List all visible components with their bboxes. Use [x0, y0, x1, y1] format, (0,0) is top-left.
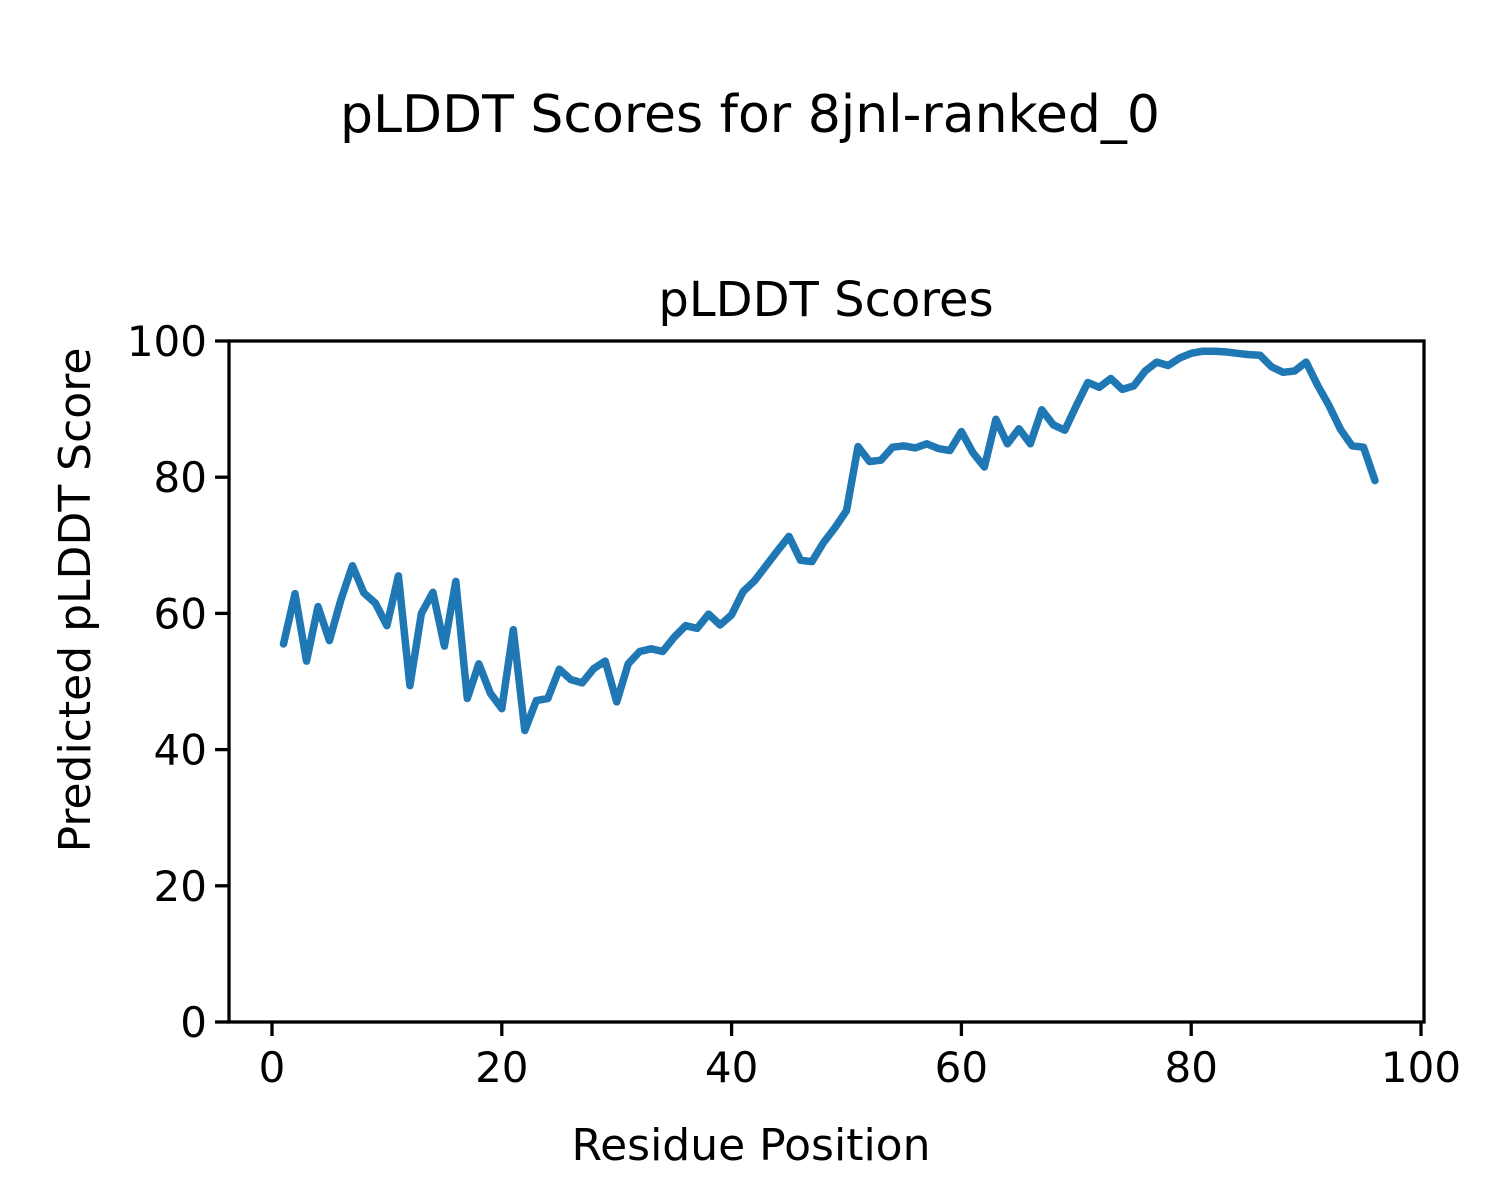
x-tick-label: 40: [705, 1043, 758, 1092]
x-tick-label: 20: [475, 1043, 528, 1092]
axes-frame: [227, 339, 1426, 1024]
y-tick-label: 60: [154, 589, 207, 638]
y-axis-label: Predicted pLDDT Score: [50, 348, 101, 853]
x-tick-label: 100: [1381, 1043, 1461, 1092]
y-tick-label: 100: [127, 317, 207, 366]
x-tick-label: 0: [259, 1043, 286, 1092]
axes-title: pLDDT Scores: [658, 272, 993, 328]
y-tick-label: 0: [180, 998, 207, 1047]
plddt-series-line: [279, 347, 1379, 735]
y-tick-label: 40: [154, 726, 207, 775]
x-axis-label: Residue Position: [571, 1120, 930, 1171]
plot-area: 0 20 40 60 80 100 0 20 40 60 80 100: [127, 317, 1461, 1092]
y-tick-label: 80: [154, 453, 207, 502]
x-tick-label: 80: [1164, 1043, 1217, 1092]
figure-suptitle: pLDDT Scores for 8jnl-ranked_0: [340, 85, 1160, 145]
y-tick-label: 20: [154, 862, 207, 911]
x-tick-label: 60: [935, 1043, 988, 1092]
